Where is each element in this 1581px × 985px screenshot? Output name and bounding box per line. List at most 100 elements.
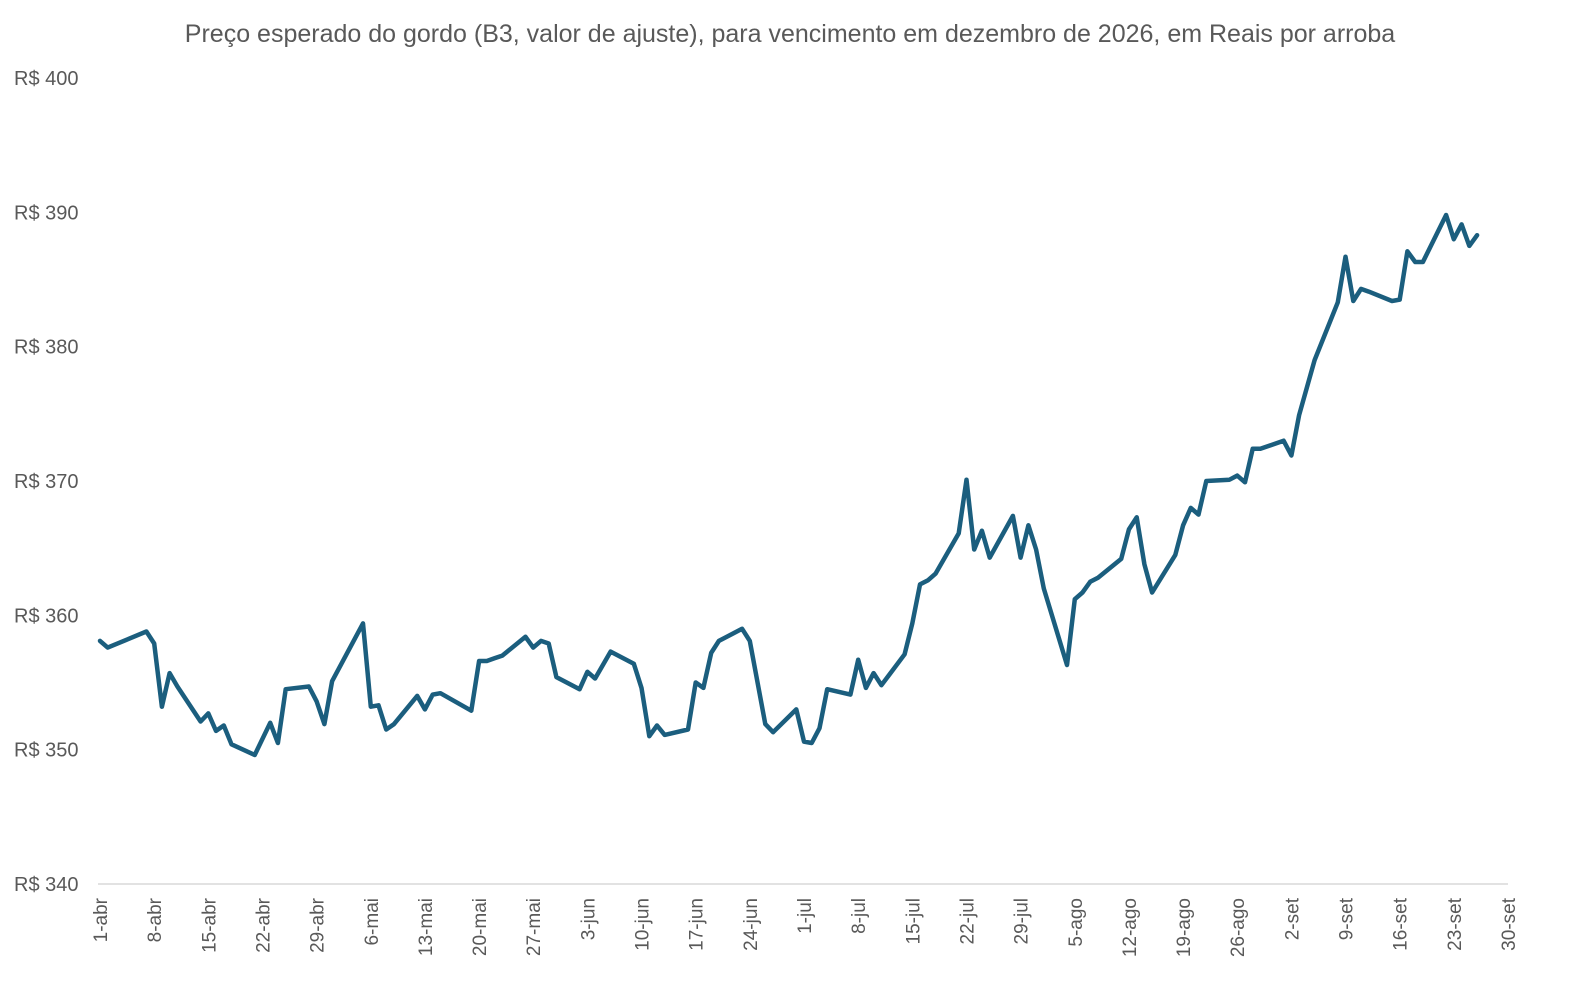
data-point — [1288, 453, 1294, 459]
data-point — [592, 676, 598, 682]
data-point — [530, 645, 536, 651]
data-point — [584, 669, 590, 675]
data-point — [1412, 259, 1418, 265]
data-point — [151, 641, 157, 647]
x-tick-label: 29-abr — [308, 897, 329, 953]
data-point — [817, 725, 823, 731]
data-point — [1196, 512, 1202, 518]
data-point — [739, 626, 745, 632]
data-point — [546, 641, 552, 647]
data-point — [809, 740, 815, 746]
data-point — [1172, 552, 1178, 558]
data-point — [662, 732, 668, 738]
data-point — [1018, 555, 1024, 561]
x-tick-label: 26-ago — [1228, 898, 1249, 957]
data-point — [267, 720, 273, 726]
data-point — [383, 727, 389, 733]
x-tick-label: 15-jul — [903, 898, 924, 944]
data-point — [1459, 221, 1465, 227]
data-point — [329, 678, 335, 684]
data-point — [376, 702, 382, 708]
x-tick-label: 3-jun — [578, 898, 599, 940]
data-point — [987, 555, 993, 561]
data-point — [205, 710, 211, 716]
data-point — [1126, 526, 1132, 532]
data-point — [1296, 412, 1302, 418]
data-point — [1149, 590, 1155, 596]
y-tick-label: R$ 370 — [14, 471, 79, 493]
data-point — [855, 657, 861, 663]
x-tick-label: 20-mai — [470, 898, 491, 956]
data-point — [824, 686, 830, 692]
data-point — [314, 698, 320, 704]
data-point — [105, 645, 111, 651]
x-tick-label: 1-abr — [91, 897, 112, 942]
x-tick-label: 8-jul — [849, 898, 870, 934]
data-point — [391, 721, 397, 727]
data-point — [1118, 556, 1124, 562]
data-point — [747, 638, 753, 644]
data-point — [368, 704, 374, 710]
data-point — [1443, 212, 1449, 218]
data-point — [909, 620, 915, 626]
data-point — [283, 686, 289, 692]
data-point — [1312, 357, 1318, 363]
data-point — [1404, 248, 1410, 254]
data-point — [476, 658, 482, 664]
data-point — [1087, 579, 1093, 585]
data-point — [902, 651, 908, 657]
data-point — [1025, 522, 1031, 528]
chart-title: Preço esperado do gordo (B3, valor de aj… — [185, 20, 1395, 48]
data-point — [213, 728, 219, 734]
data-point — [979, 528, 985, 534]
data-point — [1250, 446, 1256, 452]
data-point — [1033, 547, 1039, 553]
data-point — [685, 727, 691, 733]
data-point — [1451, 236, 1457, 242]
y-tick-label: R$ 340 — [14, 874, 79, 896]
y-tick-label: R$ 390 — [14, 202, 79, 224]
data-point — [971, 547, 977, 553]
x-tick-label: 10-jun — [633, 898, 654, 951]
data-point — [159, 704, 165, 710]
y-tick-label: R$ 380 — [14, 337, 79, 359]
data-point — [1227, 477, 1233, 483]
data-point — [167, 670, 173, 676]
data-point — [198, 719, 204, 725]
data-point — [1281, 438, 1287, 444]
data-point — [693, 680, 699, 686]
data-point — [468, 708, 474, 714]
x-tick-label: 24-jun — [741, 898, 762, 951]
data-point — [1335, 299, 1341, 305]
x-tick-label: 16-set — [1391, 897, 1412, 951]
data-point — [553, 674, 559, 680]
data-point — [523, 634, 529, 640]
x-tick-label: 8-abr — [145, 897, 166, 942]
data-point — [430, 692, 436, 698]
data-point — [847, 692, 853, 698]
data-point — [639, 685, 645, 691]
data-point — [1366, 289, 1372, 295]
data-point — [321, 721, 327, 727]
data-point — [1080, 590, 1086, 596]
x-tick-label: 5-ago — [1066, 898, 1087, 947]
x-tick-label: 6-mai — [362, 898, 383, 946]
y-tick-label: R$ 350 — [14, 740, 79, 762]
x-tick-label: 30-set — [1499, 897, 1520, 951]
data-point — [1134, 514, 1140, 520]
data-point — [1095, 575, 1101, 581]
data-point — [306, 684, 312, 690]
data-point — [863, 685, 869, 691]
data-point — [917, 581, 923, 587]
data-point — [229, 741, 235, 747]
data-point — [1389, 298, 1395, 304]
data-point — [1397, 297, 1403, 303]
data-point — [716, 638, 722, 644]
data-point — [1072, 596, 1078, 602]
x-tick-label: 17-jun — [687, 898, 708, 951]
series-line — [97, 212, 1480, 758]
data-point — [1466, 243, 1472, 249]
data-point — [492, 655, 498, 661]
data-point — [1180, 522, 1186, 528]
